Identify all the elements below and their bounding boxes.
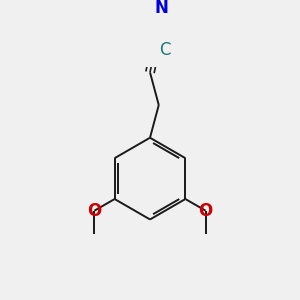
Text: N: N <box>154 0 168 17</box>
Text: O: O <box>87 202 101 220</box>
Text: C: C <box>159 41 170 59</box>
Text: O: O <box>199 202 213 220</box>
